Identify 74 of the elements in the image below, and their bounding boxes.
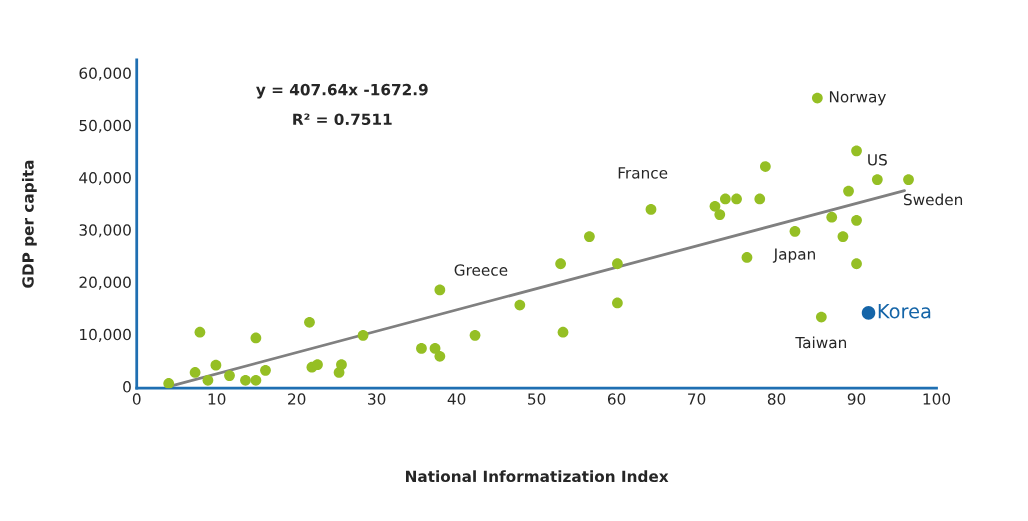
x-tick-label: 10 bbox=[208, 393, 226, 405]
annotation: Norway bbox=[829, 91, 886, 106]
y-tick-label: 40,000 bbox=[79, 171, 131, 186]
y-tick-label: 0 bbox=[123, 381, 131, 393]
annotation: y = 407.64x -1672.9 bbox=[256, 83, 428, 99]
point bbox=[584, 231, 595, 242]
point bbox=[861, 306, 876, 320]
point bbox=[709, 200, 721, 212]
x-tick-label: 90 bbox=[847, 393, 866, 405]
point bbox=[612, 258, 623, 270]
point bbox=[815, 311, 827, 323]
y-axis-title: GDP per capita bbox=[21, 160, 37, 288]
y-tick-label: 60,000 bbox=[79, 67, 131, 81]
x-tick-label: 20 bbox=[288, 393, 306, 405]
point bbox=[555, 258, 566, 270]
series-label: Korea bbox=[878, 304, 931, 319]
annotation: Sweden bbox=[903, 193, 963, 206]
point bbox=[714, 209, 726, 220]
point bbox=[189, 367, 201, 378]
point bbox=[731, 193, 742, 205]
point bbox=[469, 329, 481, 341]
point bbox=[741, 252, 753, 263]
point bbox=[312, 359, 323, 370]
point bbox=[434, 350, 446, 362]
point bbox=[612, 297, 623, 309]
x-tick-label: 30 bbox=[368, 393, 386, 405]
point bbox=[210, 359, 222, 371]
point bbox=[250, 374, 262, 386]
x-tick-label: 50 bbox=[528, 393, 546, 405]
annotation: Greece bbox=[454, 264, 508, 276]
point bbox=[416, 343, 427, 354]
x-tick-label: 40 bbox=[447, 393, 466, 405]
y-tick-label: 20,000 bbox=[79, 276, 131, 290]
point bbox=[194, 326, 206, 338]
point bbox=[336, 359, 347, 370]
point bbox=[260, 365, 271, 376]
point bbox=[843, 185, 854, 197]
point bbox=[304, 316, 315, 328]
point bbox=[871, 174, 883, 185]
point bbox=[250, 332, 262, 344]
annotation: Taiwan bbox=[795, 336, 847, 349]
point bbox=[826, 211, 838, 223]
point bbox=[837, 231, 849, 242]
point bbox=[357, 329, 369, 341]
point bbox=[719, 193, 731, 205]
point bbox=[789, 225, 801, 237]
x-tick-label: 80 bbox=[767, 393, 786, 405]
point bbox=[754, 193, 766, 205]
point bbox=[557, 326, 569, 338]
x-tick-label: 60 bbox=[607, 393, 626, 405]
point bbox=[163, 378, 175, 389]
annotation: France bbox=[618, 167, 668, 179]
point bbox=[240, 374, 251, 386]
point bbox=[851, 214, 862, 226]
point bbox=[811, 92, 823, 104]
y-tick-label: 30,000 bbox=[79, 224, 131, 238]
point bbox=[851, 145, 862, 157]
y-tick-label: 50,000 bbox=[79, 119, 131, 133]
annotation: US bbox=[868, 153, 887, 166]
point bbox=[903, 174, 914, 185]
annotation: R² = 0.7511 bbox=[293, 113, 392, 126]
point bbox=[759, 161, 771, 172]
annotation: Japan bbox=[772, 248, 815, 263]
y-tick-label: 10,000 bbox=[80, 328, 131, 342]
point bbox=[434, 284, 446, 296]
point bbox=[202, 374, 214, 386]
x-axis-title: National Informatization Index bbox=[406, 470, 669, 483]
point bbox=[514, 299, 526, 311]
x-tick-label: 0 bbox=[132, 393, 141, 405]
x-tick-label: 70 bbox=[688, 393, 706, 405]
point bbox=[645, 204, 657, 215]
point bbox=[224, 370, 235, 381]
point bbox=[851, 258, 862, 270]
x-tick-label: 100 bbox=[923, 393, 951, 405]
